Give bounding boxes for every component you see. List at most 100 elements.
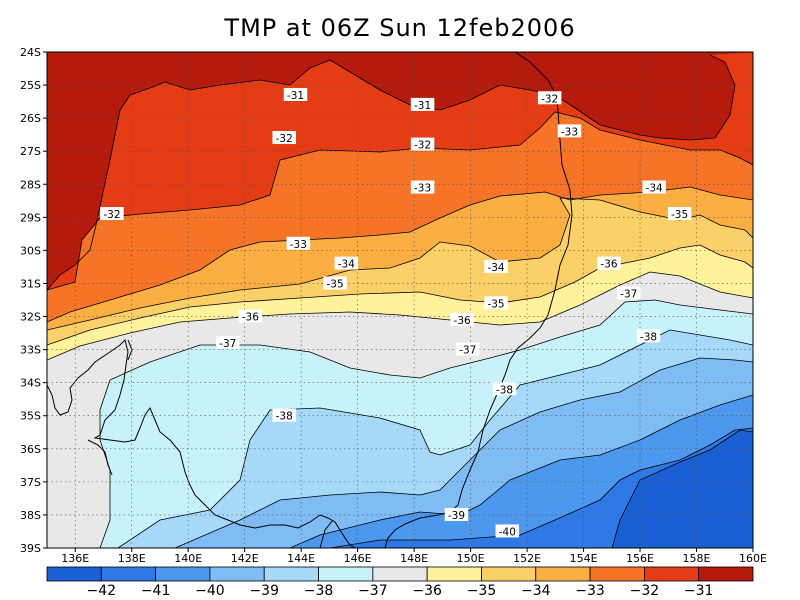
- contour-label: -36: [242, 312, 259, 324]
- contour-label: -40: [499, 526, 516, 538]
- contour-label-bg: [636, 329, 661, 343]
- contour-label-bg: [272, 408, 296, 422]
- colorbar-swatch: [698, 566, 754, 582]
- lat-tick-label: 30S: [20, 244, 41, 257]
- colorbar-label: −42: [87, 583, 117, 599]
- contour-label-bg: [444, 507, 469, 521]
- contour-label-bg: [286, 236, 311, 250]
- contour-label: -38: [276, 411, 293, 423]
- lat-tick-label: 25S: [20, 79, 41, 92]
- lon-tick-label: 144E: [287, 552, 315, 565]
- contour-label: -37: [219, 338, 236, 350]
- contour-label-group: -31 -31 -32 -32 -32 -33 -32 -33 -34 -35 -33 -34 -34 -…: [100, 87, 692, 538]
- lon-tick-label: 150E: [457, 552, 485, 565]
- contour-label: -33: [414, 183, 431, 195]
- colorbar: −42 −41 −40 −39 −38 −37 −36 −35 −34 −33 −32 −31: [46, 566, 754, 599]
- contour-label: -34: [338, 259, 355, 271]
- contour-label: -36: [454, 315, 471, 327]
- colorbar-swatch: [100, 566, 157, 582]
- plot-frame: [46, 51, 754, 549]
- colorbar-label: −38: [304, 583, 334, 599]
- latitude-axis: 24S 25S 26S 27S 28S 29S 30S 31S 32S 33S 34S 35S 36S 3…: [20, 46, 47, 555]
- lon-tick-label: 148E: [400, 552, 428, 565]
- contour-label: -32: [103, 209, 120, 221]
- colorbar-swatch: [643, 566, 700, 582]
- lat-tick-label: 36S: [20, 443, 41, 456]
- map-title: TMP at 06Z Sun 12feb2006: [224, 14, 576, 42]
- contour-label: -36: [600, 259, 617, 271]
- contour-label-bg: [410, 137, 435, 151]
- lon-tick-label: 140E: [174, 552, 202, 565]
- contour-label: -37: [459, 345, 476, 357]
- contour-label: -32: [276, 133, 293, 145]
- contour-label: -35: [326, 278, 343, 290]
- contour-label: -32: [414, 140, 431, 152]
- colorbar-label: −33: [575, 583, 605, 599]
- contour-label: -38: [640, 331, 657, 343]
- lon-tick-label: 146E: [344, 552, 372, 565]
- colorbar-swatch: [318, 566, 374, 582]
- lat-tick-label: 34S: [20, 377, 41, 390]
- lat-tick-label: 38S: [20, 509, 41, 522]
- colorbar-label: −41: [141, 583, 171, 599]
- band-minus-42: [612, 430, 753, 548]
- lat-tick-label: 32S: [20, 311, 41, 324]
- colorbar-swatch: [209, 566, 265, 582]
- contour-label-bg: [537, 91, 562, 105]
- contour-label-bg: [667, 207, 692, 221]
- lon-tick-label: 154E: [570, 552, 598, 565]
- lat-tick-label: 35S: [20, 410, 41, 423]
- lat-tick-label: 37S: [20, 476, 41, 489]
- lon-tick-label: 160E: [739, 552, 767, 565]
- contour-label-bg: [323, 276, 347, 290]
- contour-label: -35: [487, 298, 504, 310]
- contour-label: -31: [414, 100, 431, 112]
- colorbar-label: −36: [412, 583, 442, 599]
- contour-label-bg: [100, 207, 124, 221]
- contour-label-bg: [642, 180, 666, 194]
- contour-label: -35: [671, 209, 688, 221]
- contour-label-bg: [283, 87, 308, 101]
- contour-label: -33: [290, 239, 307, 251]
- contour-label-bg: [616, 286, 641, 300]
- contour-label: -34: [646, 183, 663, 195]
- colorbar-label: −39: [249, 583, 279, 599]
- contour-label-bg: [215, 335, 240, 349]
- colorbar-swatch: [263, 566, 319, 582]
- colorbar-label: −35: [467, 583, 497, 599]
- colorbar-swatch: [535, 566, 591, 582]
- lat-tick-label: 29S: [20, 211, 41, 224]
- contour-label: -38: [496, 384, 513, 396]
- contour-label: -34: [487, 262, 504, 274]
- lon-tick-label: 158E: [683, 552, 711, 565]
- lat-lon-grid: [47, 52, 753, 548]
- lat-tick-label: 26S: [20, 112, 41, 125]
- colorbar-label: −40: [195, 583, 225, 599]
- contour-label-bg: [492, 382, 517, 396]
- longitude-axis: 136E 138E 140E 142E 144E 146E 148E 150E 152E 154E…: [61, 548, 767, 565]
- lon-tick-label: 156E: [626, 552, 654, 565]
- lon-tick-label: 142E: [231, 552, 259, 565]
- contour-label-bg: [484, 296, 508, 310]
- lat-tick-label: 31S: [20, 277, 41, 290]
- contour-label-bg: [495, 524, 520, 538]
- contour-label-bg: [272, 130, 296, 144]
- contour-label: -39: [448, 510, 465, 522]
- contour-label-bg: [410, 97, 435, 111]
- contour-label: -32: [541, 93, 558, 105]
- colorbar-label: −32: [630, 583, 660, 599]
- colorbar-swatch: [155, 566, 211, 582]
- contour-label-bg: [450, 312, 474, 326]
- lat-tick-label: 28S: [20, 178, 41, 191]
- colorbar-label: −37: [358, 583, 388, 599]
- contour-label-bg: [410, 180, 435, 194]
- colorbar-swatch: [46, 566, 102, 582]
- contour-label: -33: [561, 126, 578, 138]
- lon-tick-label: 152E: [513, 552, 541, 565]
- coastline: [47, 52, 573, 548]
- contour-label-bg: [456, 342, 480, 356]
- filled-contours: -31 -31 -32 -32 -32 -33 -32 -33 -34 -35 -33 -34 -34 -…: [47, 52, 753, 548]
- lon-tick-label: 138E: [118, 552, 146, 565]
- contour-label: -31: [287, 90, 304, 102]
